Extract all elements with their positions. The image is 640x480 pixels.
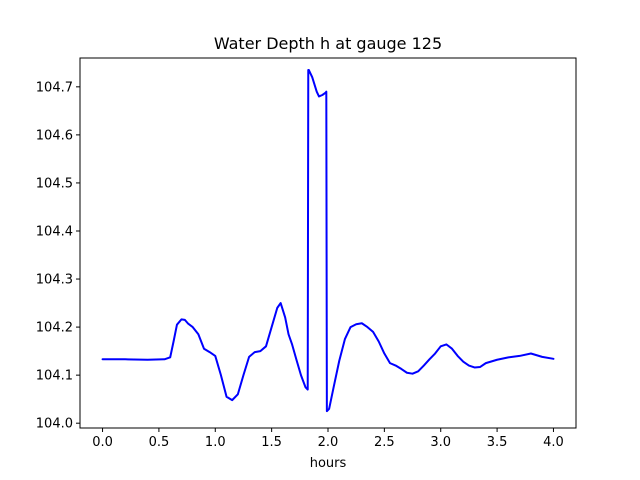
x-axis: 0.0 0.5 1.0 1.5 2.0 2.5 3.0 3.5 4.0 [92, 428, 564, 450]
y-tick-label: 104.2 [36, 321, 73, 336]
y-tick-label: 104.7 [36, 80, 73, 95]
y-tick-label: 104.0 [36, 417, 73, 432]
series-line-0 [101, 69, 555, 413]
y-tick-label: 104.4 [36, 224, 73, 239]
x-tick-label: 0.0 [92, 435, 113, 450]
y-tick-label: 104.6 [36, 128, 73, 143]
x-tick-label: 1.0 [205, 435, 226, 450]
x-tick-label: 4.0 [543, 435, 564, 450]
plot-frame [79, 57, 577, 429]
y-axis: 104.0 104.1 104.2 104.3 104.4 104.5 104.6 104.7 [36, 80, 80, 432]
x-tick-label: 3.5 [487, 435, 508, 450]
y-tick-label: 104.5 [36, 176, 73, 191]
plot-area [101, 69, 555, 413]
y-tick-label: 104.3 [36, 273, 73, 288]
chart-title: Water Depth h at gauge 125 [214, 34, 442, 53]
x-tick-label: 3.0 [430, 435, 451, 450]
x-tick-label: 2.5 [374, 435, 395, 450]
x-tick-label: 2.0 [318, 435, 339, 450]
x-tick-label: 0.5 [149, 435, 170, 450]
y-tick-label: 104.1 [36, 369, 73, 384]
x-axis-label: hours [310, 456, 347, 471]
x-tick-label: 1.5 [261, 435, 282, 450]
